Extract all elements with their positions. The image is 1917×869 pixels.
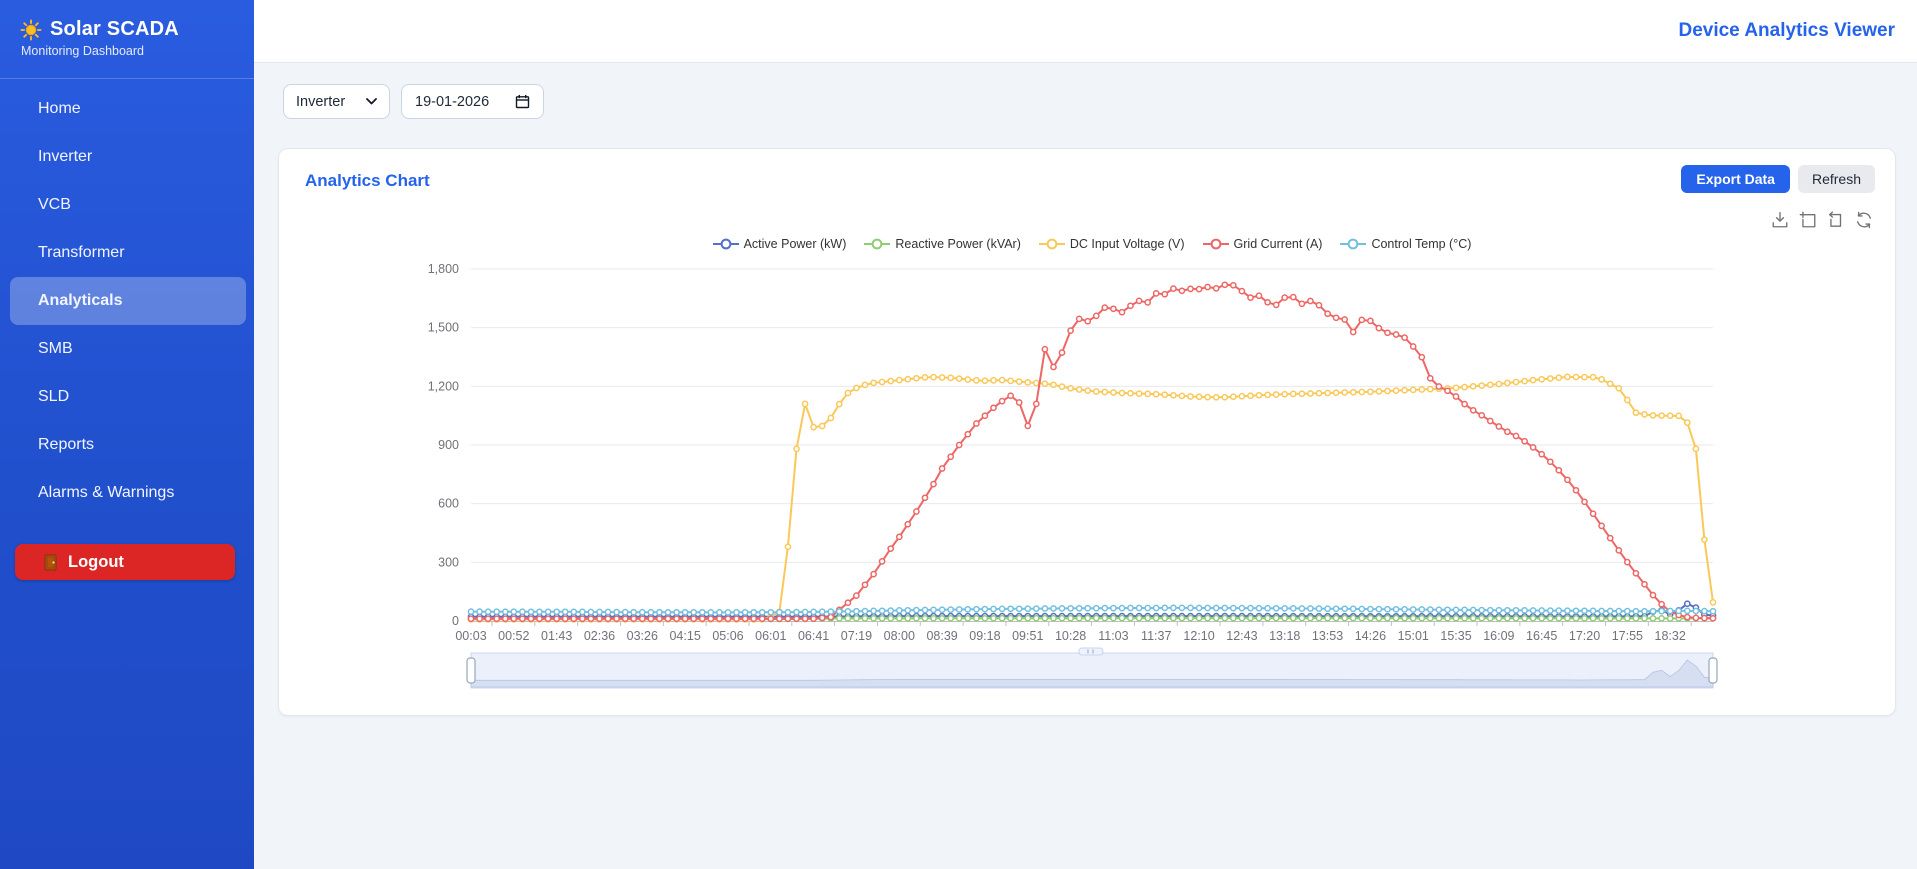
svg-text:12:10: 12:10 <box>1183 629 1214 643</box>
sidebar-item-reports[interactable]: Reports <box>38 436 95 453</box>
svg-text:18:32: 18:32 <box>1655 629 1686 643</box>
svg-text:16:45: 16:45 <box>1526 629 1557 643</box>
sun-icon <box>20 18 42 41</box>
top-header: Device Analytics Viewer <box>254 0 1917 63</box>
card-title: Analytics Chart <box>305 171 430 190</box>
brand-title: Solar SCADA <box>50 18 179 40</box>
svg-text:08:00: 08:00 <box>884 629 915 643</box>
chevron-down-icon <box>366 98 377 105</box>
svg-text:08:39: 08:39 <box>926 629 957 643</box>
datazoom-grip[interactable] <box>1078 647 1104 656</box>
series-markers <box>467 281 1717 623</box>
brand-subtitle: Monitoring Dashboard <box>21 44 144 58</box>
svg-text:300: 300 <box>438 555 459 569</box>
sidebar-divider <box>0 78 254 79</box>
logout-label: Logout <box>68 552 124 571</box>
svg-text:15:01: 15:01 <box>1398 629 1429 643</box>
sidebar-item-home[interactable]: Home <box>38 100 81 117</box>
svg-text:05:06: 05:06 <box>712 629 743 643</box>
svg-text:09:51: 09:51 <box>1012 629 1043 643</box>
legend-marker-icon <box>712 238 739 250</box>
svg-text:06:01: 06:01 <box>755 629 786 643</box>
svg-text:04:15: 04:15 <box>669 629 700 643</box>
series-markers <box>467 373 1717 623</box>
datazoom-handle-right[interactable] <box>1708 657 1718 684</box>
svg-text:14:26: 14:26 <box>1355 629 1386 643</box>
svg-text:17:55: 17:55 <box>1612 629 1643 643</box>
page-title: Device Analytics Viewer <box>1678 20 1895 41</box>
legend-item[interactable]: Reactive Power (kVAr) <box>864 237 1021 251</box>
legend-item[interactable]: Control Temp (°C) <box>1340 237 1471 251</box>
svg-text:09:18: 09:18 <box>969 629 1000 643</box>
svg-text:00:03: 00:03 <box>455 629 486 643</box>
svg-text:16:09: 16:09 <box>1483 629 1514 643</box>
svg-text:900: 900 <box>438 438 459 452</box>
legend-label: Control Temp (°C) <box>1371 237 1472 251</box>
sidebar: Solar SCADA Monitoring Dashboard Home In… <box>0 0 254 869</box>
legend-label: Grid Current (A) <box>1233 237 1323 251</box>
card-actions: Export Data Refresh <box>1681 165 1875 193</box>
filter-bar: Inverter 19-01-2026 <box>283 84 544 119</box>
svg-text:01:43: 01:43 <box>541 629 572 643</box>
chart-toolbox <box>1771 211 1873 229</box>
svg-text:00:52: 00:52 <box>498 629 529 643</box>
chart-legend: Active Power (kW) Reactive Power (kVAr) DC… <box>471 237 1713 251</box>
sidebar-item-transformer[interactable]: Transformer <box>38 244 125 261</box>
svg-text:07:19: 07:19 <box>841 629 872 643</box>
svg-text:12:43: 12:43 <box>1226 629 1257 643</box>
sidebar-item-alarms-warnings[interactable]: Alarms & Warnings <box>38 484 175 501</box>
svg-text:11:03: 11:03 <box>1098 629 1128 643</box>
svg-text:1,800: 1,800 <box>428 262 459 276</box>
svg-text:0: 0 <box>452 614 459 628</box>
zoom-select-icon[interactable] <box>1799 211 1817 229</box>
restore-icon[interactable] <box>1855 211 1873 229</box>
svg-text:15:35: 15:35 <box>1440 629 1471 643</box>
legend-label: Reactive Power (kVAr) <box>895 237 1021 251</box>
legend-item[interactable]: Grid Current (A) <box>1202 237 1323 251</box>
svg-text:03:26: 03:26 <box>627 629 658 643</box>
svg-text:06:41: 06:41 <box>798 629 829 643</box>
zoom-reset-icon[interactable] <box>1827 211 1845 229</box>
legend-marker-icon <box>1202 238 1229 250</box>
sidebar-item-analyticals[interactable]: Analyticals <box>10 277 246 325</box>
svg-text:13:53: 13:53 <box>1312 629 1343 643</box>
legend-label: Active Power (kW) <box>743 237 847 251</box>
save-image-icon[interactable] <box>1771 211 1789 229</box>
date-picker[interactable]: 19-01-2026 <box>401 84 544 119</box>
svg-text:10:28: 10:28 <box>1055 629 1086 643</box>
device-type-select[interactable]: Inverter <box>283 84 390 119</box>
series-markers <box>467 604 1717 616</box>
sidebar-item-vcb[interactable]: VCB <box>38 196 71 213</box>
legend-item[interactable]: Active Power (kW) <box>712 237 847 251</box>
datazoom-handle-left[interactable] <box>466 657 476 684</box>
svg-text:17:20: 17:20 <box>1569 629 1600 643</box>
refresh-button[interactable]: Refresh <box>1797 165 1875 193</box>
svg-text:02:36: 02:36 <box>584 629 615 643</box>
logout-button[interactable]: Logout <box>15 544 235 580</box>
analytics-line-chart[interactable]: 0 300 600 900 1,200 1,500 1,800 00:03 00:52 01:43… <box>279 257 1897 705</box>
svg-text:13:18: 13:18 <box>1269 629 1300 643</box>
datazoom-shadow <box>470 659 1714 688</box>
export-data-button[interactable]: Export Data <box>1681 165 1790 193</box>
sidebar-item-inverter[interactable]: Inverter <box>38 148 93 165</box>
sidebar-nav: Home Inverter VCB Transformer Analytical… <box>0 83 254 517</box>
legend-marker-icon <box>1340 238 1367 250</box>
svg-text:1,500: 1,500 <box>428 321 459 335</box>
legend-marker-icon <box>864 238 891 250</box>
svg-text:1,200: 1,200 <box>428 379 459 393</box>
legend-marker-icon <box>1038 238 1065 250</box>
calendar-icon <box>515 94 530 109</box>
brand: Solar SCADA Monitoring Dashboard <box>0 0 254 72</box>
svg-text:11:37: 11:37 <box>1141 629 1171 643</box>
analytics-card: Analytics Chart Export Data Refresh <box>278 148 1896 716</box>
svg-text:600: 600 <box>438 497 459 511</box>
device-type-value: Inverter <box>296 93 346 110</box>
legend-label: DC Input Voltage (V) <box>1069 237 1185 251</box>
door-icon <box>44 554 57 570</box>
date-value: 19-01-2026 <box>415 93 490 110</box>
sidebar-item-smb[interactable]: SMB <box>38 340 73 357</box>
legend-item[interactable]: DC Input Voltage (V) <box>1038 237 1185 251</box>
sidebar-item-sld[interactable]: SLD <box>38 388 70 405</box>
